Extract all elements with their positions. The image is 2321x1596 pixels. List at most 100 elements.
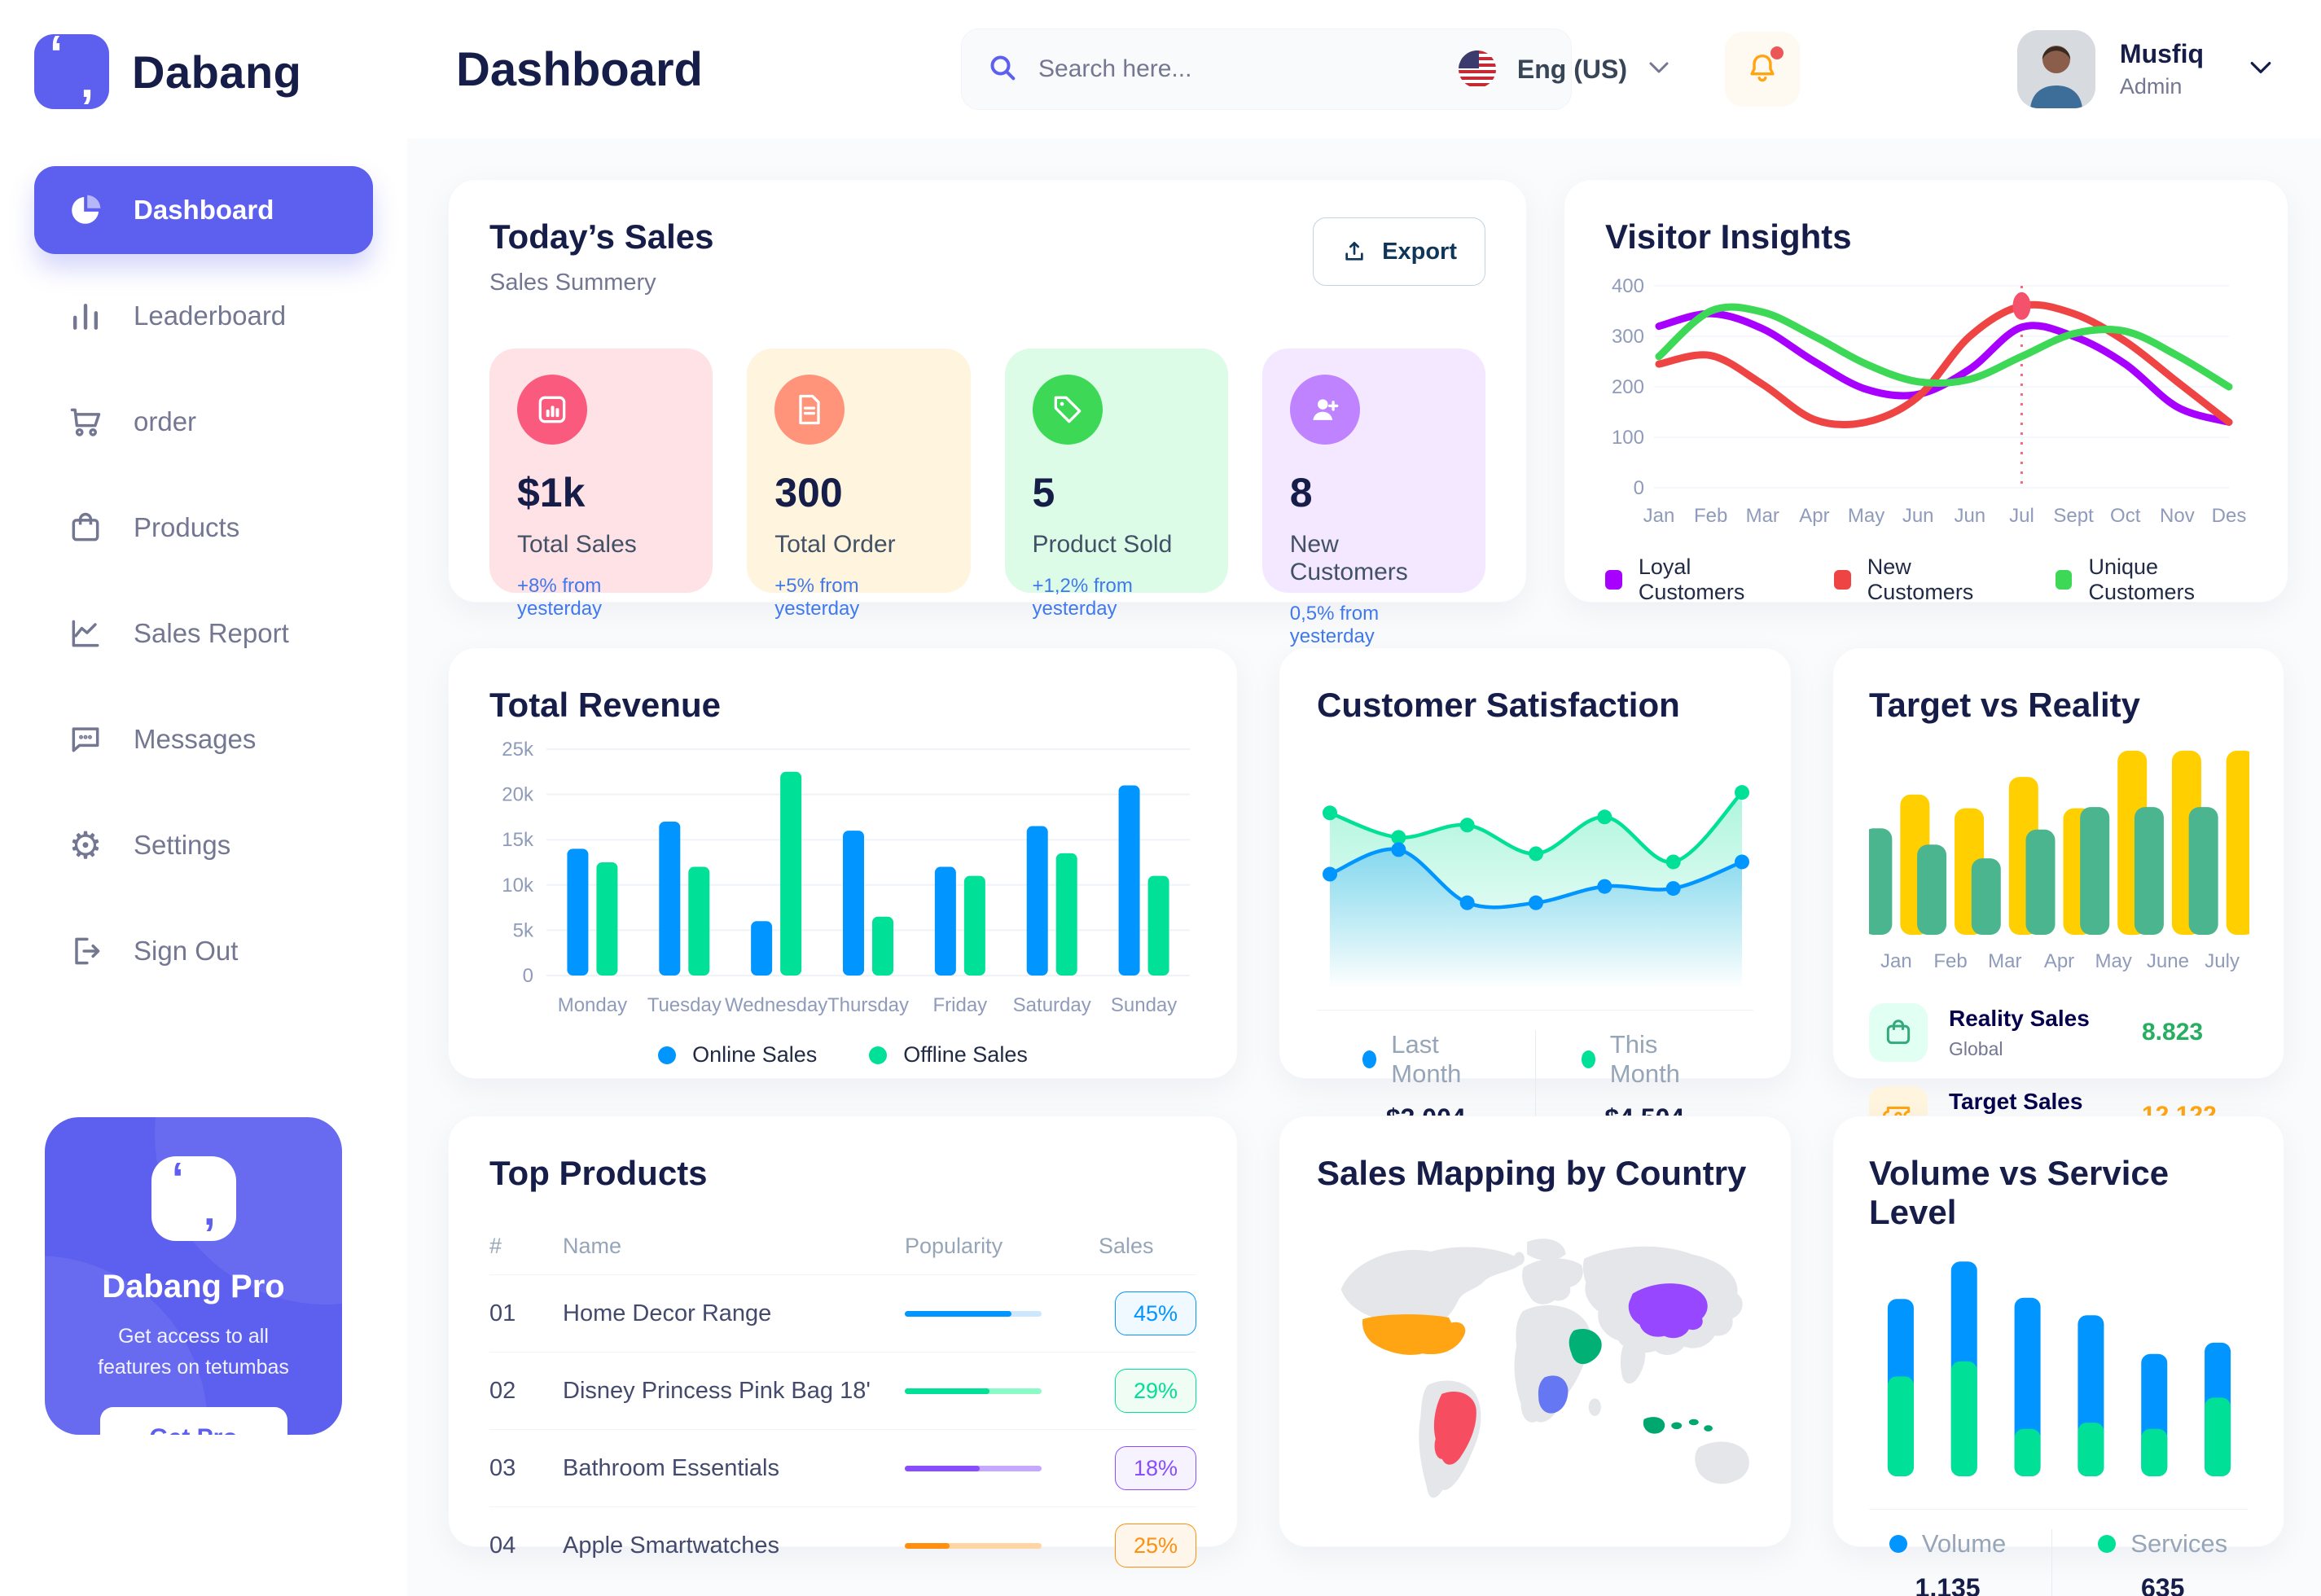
sidebar-item-label: Sign Out: [134, 936, 239, 966]
stat-product-sold: 5 Product Sold +1,2% from yesterday: [1004, 349, 1228, 620]
chart-icon: [517, 375, 587, 445]
total-revenue-title: Total Revenue: [489, 686, 721, 724]
svg-text:Jun: Jun: [1902, 505, 1934, 527]
sales-stat-cards: $1k Total Sales +8% from yesterday 300 T…: [489, 349, 1485, 647]
sidebar-item-dashboard[interactable]: Dashboard: [34, 166, 373, 254]
target-vs-reality-card: Target vs Reality Jan Feb Mar Apr May June Jul…: [1832, 647, 2284, 1145]
new-user-icon: [1289, 375, 1360, 445]
bar-chart-icon: [67, 297, 104, 335]
sidebar-item-label: Messages: [134, 724, 257, 754]
export-icon: [1345, 242, 1363, 261]
svg-text:Saturday: Saturday: [1013, 994, 1091, 1016]
sidebar-item-label: Products: [134, 512, 240, 542]
svg-text:Jul: Jul: [2009, 505, 2034, 527]
pie-chart-icon: [67, 191, 104, 229]
visitor-insights-title: Visitor Insights: [1605, 217, 1852, 256]
language-selector[interactable]: Eng (US): [1458, 50, 1669, 88]
this-month-swatch: [1581, 1050, 1595, 1068]
sidebar-item-order[interactable]: order: [34, 378, 373, 466]
svg-text:Monday: Monday: [558, 994, 627, 1016]
svg-text:Oct: Oct: [2110, 505, 2141, 527]
total-revenue-legend: Online Sales Offline Sales: [489, 1042, 1196, 1068]
notifications-button[interactable]: [1725, 32, 1800, 107]
file-icon: [774, 375, 845, 445]
sidebar-item-messages[interactable]: Messages: [34, 695, 373, 783]
top-products-table: # Name Popularity Sales 01 Home Decor Ra…: [489, 1217, 1196, 1584]
loyal-customers-swatch: [1605, 570, 1622, 590]
svg-text:Mar: Mar: [1746, 505, 1779, 527]
pro-title: Dabang Pro: [102, 1269, 285, 1304]
gear-icon: ⚙: [68, 824, 103, 866]
customer-satisfaction-card: Customer Satisfaction Last Month $3,004 …: [1279, 647, 1792, 1133]
get-pro-button[interactable]: Get Pro: [99, 1407, 287, 1435]
us-flag-icon: [1458, 50, 1496, 88]
sidebar-nav: Dashboard Leaderboard order Products: [0, 166, 407, 995]
svg-text:May: May: [2095, 950, 2132, 972]
svg-text:Feb: Feb: [1694, 505, 1727, 527]
sidebar-item-label: Leaderboard: [134, 300, 287, 331]
user-name: Musfiq: [2119, 39, 2204, 68]
brand: ,, Dabang: [0, 0, 407, 109]
avatar: [2016, 30, 2095, 108]
visitor-insights-chart: 0 100 200 300 400 Jan Feb Mar Apr May Jun Jun Jul Sep…: [1605, 265, 2249, 533]
reality-sales-value: 8.823: [2142, 1019, 2204, 1046]
tag-icon: [1032, 375, 1103, 445]
sidebar-item-sales-report[interactable]: Sales Report: [34, 590, 373, 677]
sign-out-icon: [67, 932, 104, 970]
svg-text:Feb: Feb: [1933, 950, 1967, 972]
svg-text:20k: 20k: [502, 784, 534, 806]
sidebar-item-label: order: [134, 406, 197, 436]
export-button[interactable]: Export: [1313, 217, 1485, 286]
total-revenue-card: Total Revenue 0 5k 10k 15k 20k 25k Monday Tuesd…: [448, 647, 1238, 1079]
sidebar-item-leaderboard[interactable]: Leaderboard: [34, 272, 373, 360]
bag-icon: [67, 509, 104, 546]
sales-badge: 18%: [1115, 1446, 1196, 1490]
chevron-down-icon: [2249, 60, 2272, 79]
reality-sales-row: Reality Sales Global 8.823: [1869, 1003, 2248, 1062]
svg-text:15k: 15k: [502, 829, 534, 851]
sidebar: ,, Dabang Dashboard Leaderboard: [0, 0, 407, 1596]
pro-description: Get access to all features on tetumbas: [98, 1325, 289, 1379]
visitor-insights-card: Visitor Insights 0 100 200 300 400 Jan Feb Mar A…: [1564, 179, 2288, 605]
svg-text:100: 100: [1612, 427, 1644, 449]
search-icon: [986, 51, 1019, 88]
chevron-down-icon: [1648, 61, 1669, 78]
sales-badge: 29%: [1115, 1369, 1196, 1413]
main-content: Today’s Sales Sales Summery Export $1k T…: [407, 138, 2321, 1596]
stat-total-order: 300 Total Order +5% from yesterday: [747, 349, 971, 620]
sidebar-item-settings[interactable]: ⚙ Settings: [34, 801, 373, 889]
svg-text:Wednesday: Wednesday: [725, 994, 827, 1016]
table-row: 04 Apple Smartwatches 25%: [489, 1506, 1196, 1584]
today-sales-subtitle: Sales Summery: [489, 270, 656, 296]
brand-logo-icon: ,,: [34, 33, 109, 109]
sidebar-item-products[interactable]: Products: [34, 484, 373, 572]
sidebar-item-sign-out[interactable]: Sign Out: [34, 907, 373, 995]
message-icon: [67, 721, 104, 758]
profile-texts: Musfiq Admin: [2120, 39, 2204, 99]
svg-text:Mar: Mar: [1988, 950, 2021, 972]
pro-upgrade-card: ,, Dabang Pro Get access to all features…: [45, 1117, 342, 1435]
target-vs-reality-chart: Jan Feb Mar Apr May June July: [1863, 731, 2256, 976]
svg-text:Friday: Friday: [933, 994, 988, 1016]
volume-swatch: [1889, 1535, 1907, 1553]
profile-menu[interactable]: Musfiq Admin: [2016, 30, 2272, 108]
svg-text:May: May: [1848, 505, 1884, 527]
svg-text:25k: 25k: [502, 739, 534, 761]
sales-badge: 45%: [1115, 1291, 1196, 1335]
sidebar-item-label: Sales Report: [134, 618, 289, 648]
svg-text:0: 0: [1634, 477, 1644, 499]
today-sales-card: Today’s Sales Sales Summery Export $1k T…: [448, 179, 1527, 647]
svg-text:400: 400: [1612, 275, 1644, 297]
svg-text:Thursday: Thursday: [827, 994, 909, 1016]
visitor-insights-legend: Loyal Customers New Customers Unique Cus…: [1605, 555, 2247, 605]
sales-mapping-title: Sales Mapping by Country: [1317, 1154, 1747, 1192]
total-revenue-chart: 0 5k 10k 15k 20k 25k Monday Tuesday Wednesday Thu…: [489, 736, 1198, 1021]
table-header: # Name Popularity Sales: [489, 1233, 1154, 1258]
sales-mapping-card: Sales Mapping by Country: [1279, 1116, 1792, 1547]
sales-badge: 25%: [1115, 1524, 1196, 1568]
pro-logo-icon: ,,: [151, 1156, 236, 1241]
offline-sales-swatch: [869, 1046, 888, 1064]
volume-service-chart: [1869, 1243, 2249, 1488]
sidebar-item-label: Dashboard: [134, 195, 274, 225]
